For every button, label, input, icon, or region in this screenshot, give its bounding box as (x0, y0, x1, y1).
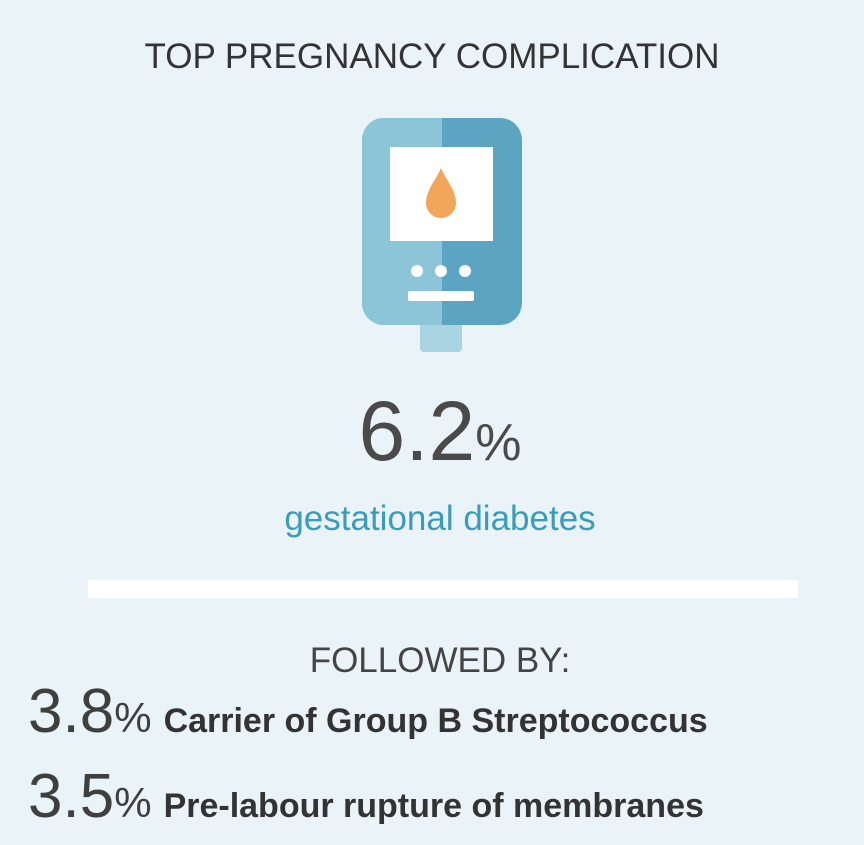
divider (88, 580, 798, 598)
followed-heading: FOLLOWED BY: (310, 641, 571, 680)
icon-bar (408, 291, 474, 301)
item-unit: % (114, 694, 151, 741)
item-unit: % (114, 779, 151, 826)
item-label: Carrier of Group B Streptococcus (164, 702, 708, 740)
item-row: 3.5% Pre-labour rupture of membranes (28, 762, 704, 831)
top-stat: 6.2% (358, 384, 521, 478)
item-value: 3.5 (28, 762, 114, 831)
item-label: Pre-labour rupture of membranes (164, 787, 704, 825)
icon-dot (435, 265, 447, 277)
item-row: 3.8% Carrier of Group B Streptococcus (28, 677, 708, 746)
glucose-meter-icon (362, 118, 522, 352)
top-unit: % (475, 414, 521, 472)
icon-dot (411, 265, 423, 277)
title: TOP PREGNANCY COMPLICATION (144, 37, 719, 76)
icon-dot (459, 265, 471, 277)
item-value: 3.8 (28, 677, 114, 746)
icon-drop (426, 168, 456, 218)
top-label: gestational diabetes (284, 499, 595, 538)
top-value: 6.2 (358, 384, 475, 478)
